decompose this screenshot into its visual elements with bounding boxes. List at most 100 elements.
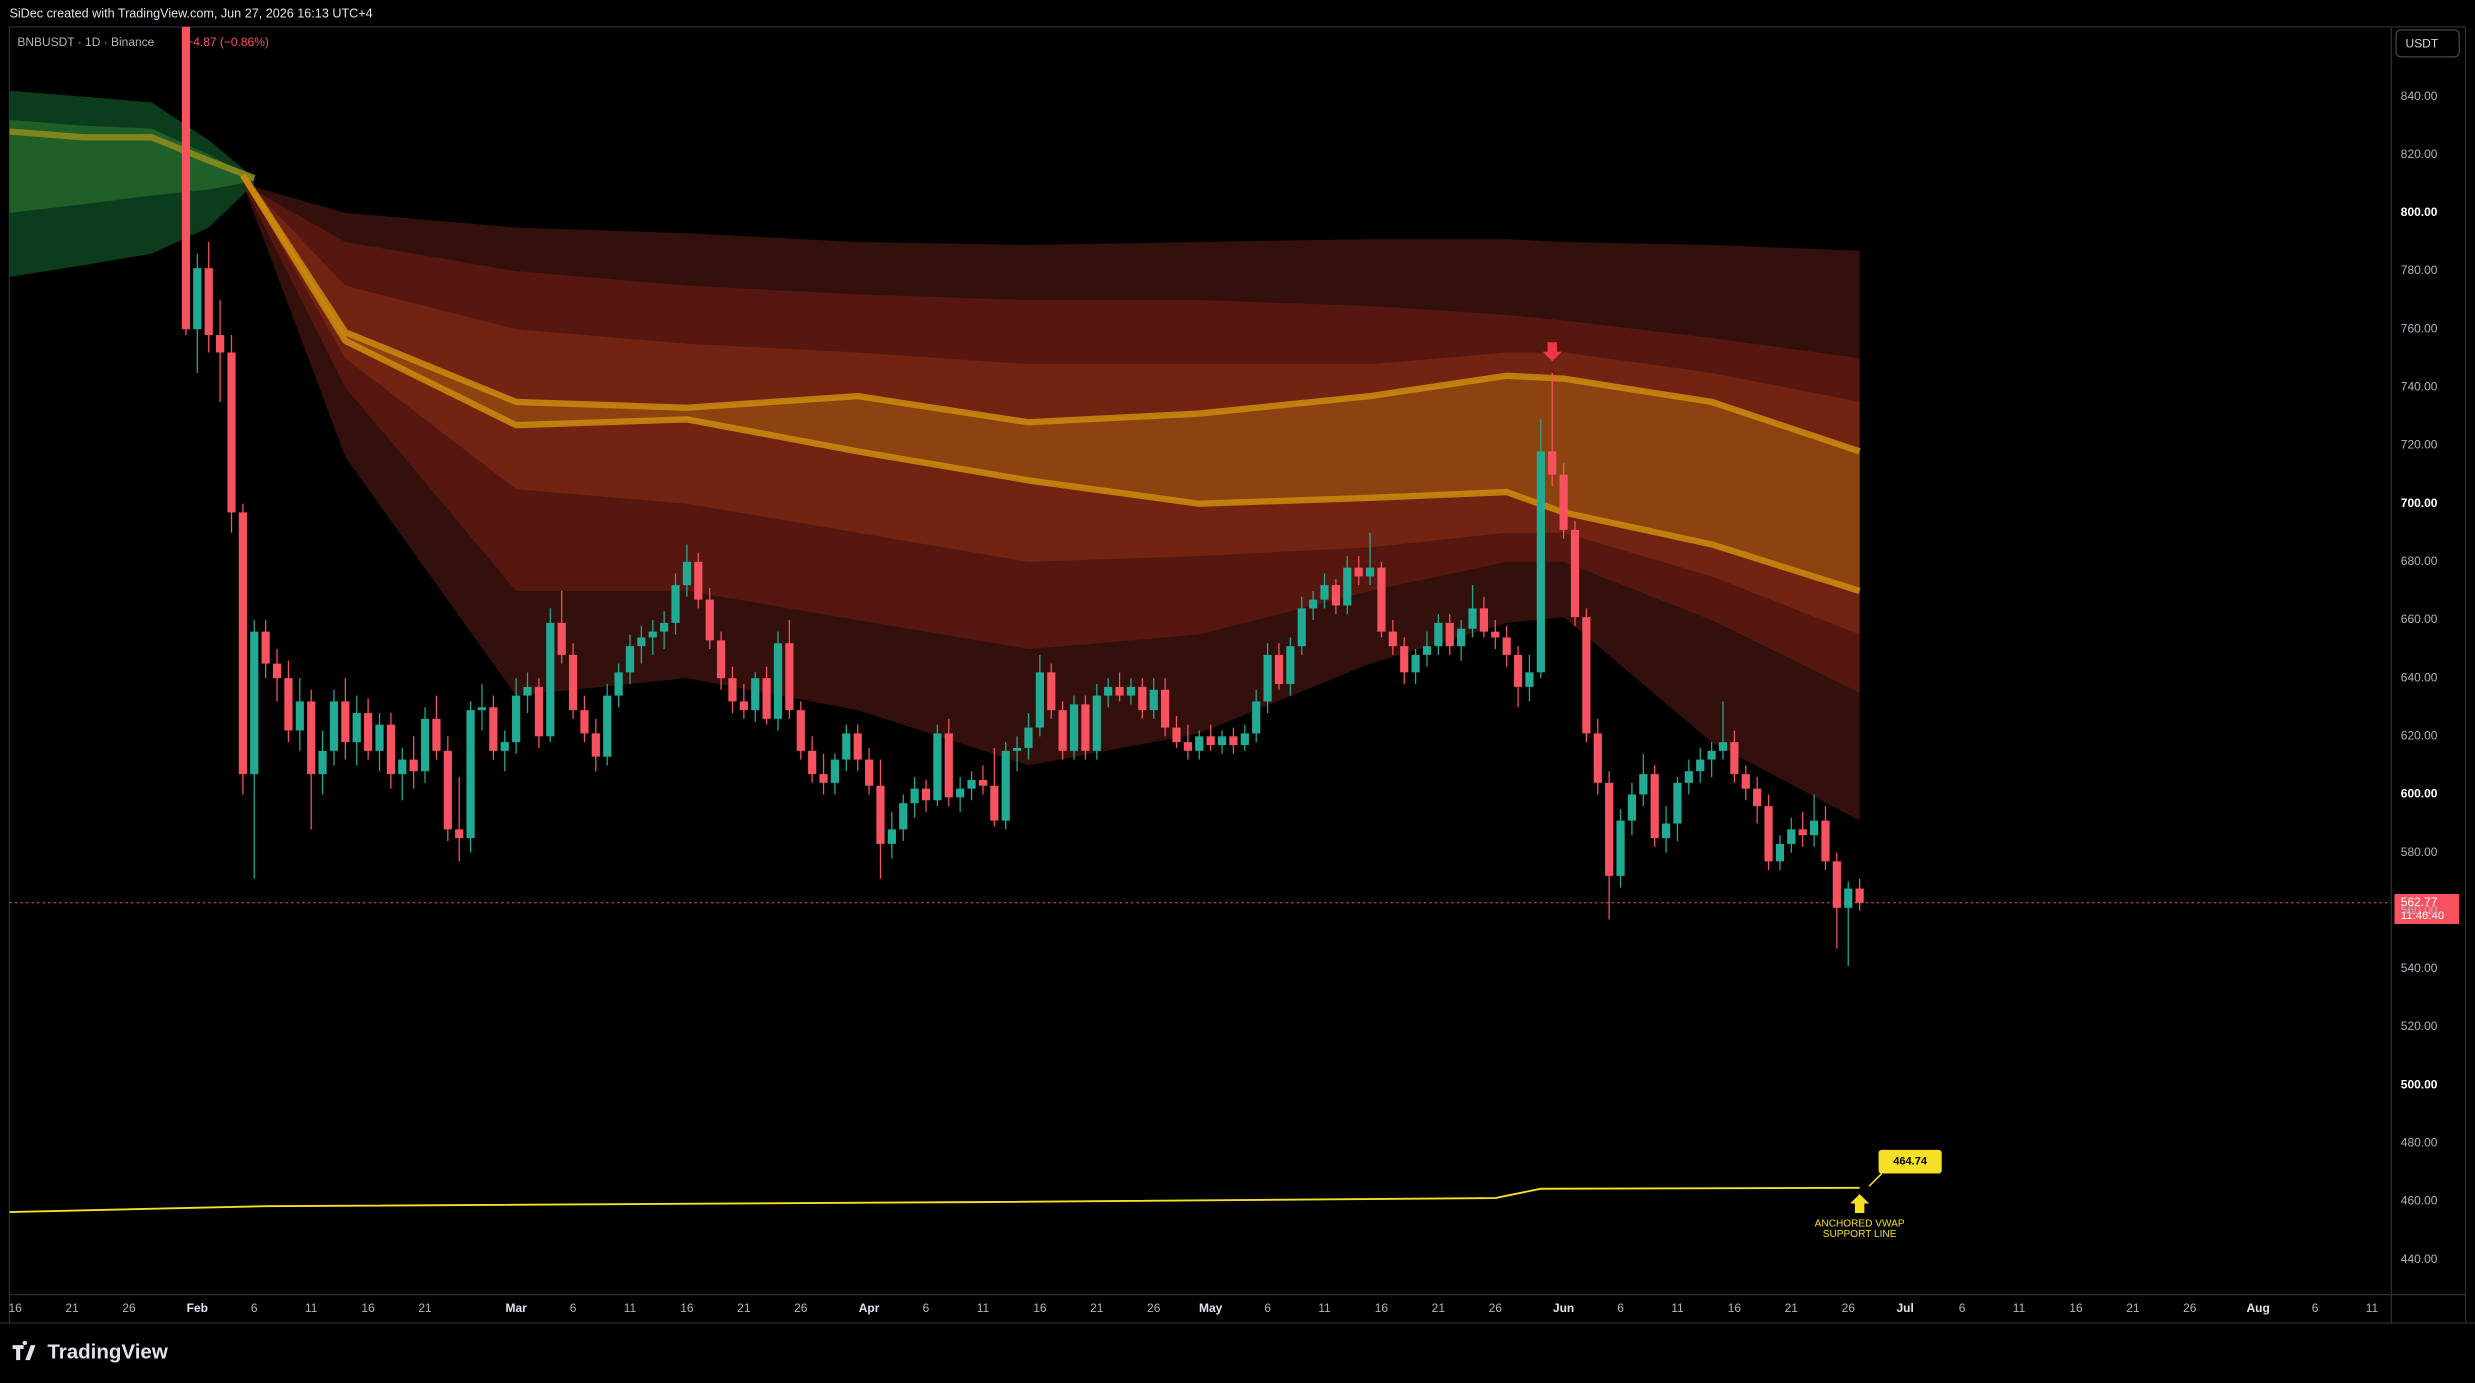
x-tick-label: 16 (8, 1301, 22, 1315)
candle-body (1422, 646, 1432, 655)
logo: TradingView (12, 1340, 168, 1363)
candle-body (1309, 599, 1318, 609)
logo-icon (12, 1340, 36, 1361)
candle-body (1001, 750, 1010, 821)
y-tick-label: 760.00 (2401, 321, 2438, 335)
x-tick-label: 21 (1090, 1301, 1104, 1315)
candle-body (216, 335, 225, 353)
candle-body (637, 637, 646, 647)
x-tick-label: Mar (505, 1301, 527, 1315)
candle-body (1377, 567, 1386, 632)
candle-body (341, 701, 350, 743)
candle-body (694, 561, 703, 600)
x-tick-label: 11 (1318, 1301, 1331, 1315)
indicator-band (242, 178, 1860, 635)
x-tick-label: 16 (1033, 1301, 1047, 1315)
candle-body (557, 622, 566, 655)
candle-body (1047, 672, 1056, 711)
currency-button[interactable] (2395, 29, 2460, 58)
candle-body (1343, 567, 1352, 606)
credit: SiDec created with TradingView.com, Jun … (9, 7, 372, 21)
candle-body (1297, 608, 1306, 647)
candle-body (1696, 759, 1705, 772)
candle-body (272, 663, 282, 679)
candle-body (751, 678, 760, 711)
currency-label[interactable]: USDT (2406, 36, 2439, 50)
x-tick-label: 16 (2069, 1301, 2083, 1315)
candle-body (261, 631, 270, 664)
candle-body (808, 750, 817, 775)
x-tick-label: 6 (251, 1301, 258, 1315)
candle-body (546, 622, 555, 737)
candle-body (1605, 782, 1614, 876)
candle-body (773, 643, 783, 719)
indicator-band (242, 175, 1860, 591)
candle-body (455, 829, 464, 839)
candle-body (1627, 794, 1637, 821)
candle-body (716, 640, 726, 679)
candle-body (409, 759, 418, 772)
candle-body (1445, 622, 1454, 647)
candle-body (1559, 474, 1568, 530)
candle-body (1502, 637, 1511, 655)
candle-body (762, 678, 771, 719)
x-tick-label: 21 (1432, 1301, 1446, 1315)
x-tick-label: 26 (1842, 1301, 1856, 1315)
value-label: 464.74 (1893, 1156, 1928, 1168)
candle-body (1092, 695, 1101, 751)
plot-area (9, 26, 2392, 1213)
candle-body (420, 718, 430, 772)
candle-body (1570, 529, 1580, 618)
callout-leader (1868, 1172, 1883, 1187)
candle-body (910, 788, 919, 804)
candle-body (1718, 742, 1728, 751)
candle-body (307, 701, 316, 775)
y-tick-label: 440.00 (2401, 1252, 2438, 1266)
candle-body (705, 599, 714, 641)
candle-body (819, 774, 828, 783)
symbol-legend: BNBUSDT · 1D · Binance (17, 35, 154, 49)
x-tick-label: 11 (624, 1301, 637, 1315)
x-tick-label: 21 (737, 1301, 751, 1315)
candle-body (1149, 689, 1158, 711)
candle-body (1855, 888, 1864, 903)
change-legend: −4.87 (−0.86%) (186, 35, 269, 49)
y-tick-label: 640.00 (2401, 670, 2438, 684)
candle-body (1513, 654, 1523, 687)
candle-body (1229, 736, 1238, 746)
candle-body (523, 686, 532, 696)
y-tick-label: 680.00 (2401, 554, 2438, 568)
y-tick-label: 500.00 (2401, 1077, 2438, 1091)
candle-body (1832, 861, 1841, 908)
candle-body (625, 646, 635, 673)
candle-body (785, 643, 794, 711)
candle-body (739, 701, 748, 711)
candle-body (682, 561, 692, 586)
x-tick-label: Apr (859, 1301, 880, 1315)
x-tick-label: 11 (305, 1301, 318, 1315)
candle-body (956, 788, 965, 798)
candle-body (181, 26, 191, 330)
candle-body (614, 672, 623, 696)
y-tick-label: 480.00 (2401, 1136, 2438, 1150)
candle-body (193, 268, 202, 330)
candle-body (238, 512, 247, 775)
y-tick-label: 700.00 (2401, 496, 2438, 510)
candle-body (432, 718, 441, 751)
candle-body (580, 710, 589, 734)
x-tick-label: May (1199, 1301, 1223, 1315)
candle-body (1331, 585, 1340, 606)
x-tick-label: 21 (2126, 1301, 2140, 1315)
candle-body (876, 785, 885, 844)
candle-body (1320, 585, 1329, 600)
candle-body (1741, 774, 1750, 789)
candle-body (227, 352, 236, 513)
candle-body (1354, 567, 1363, 577)
x-tick-label: 21 (418, 1301, 432, 1315)
candle-body (329, 701, 339, 751)
candle-body (967, 779, 976, 789)
candle-body (1798, 829, 1807, 836)
x-tick-label: 21 (65, 1301, 79, 1315)
